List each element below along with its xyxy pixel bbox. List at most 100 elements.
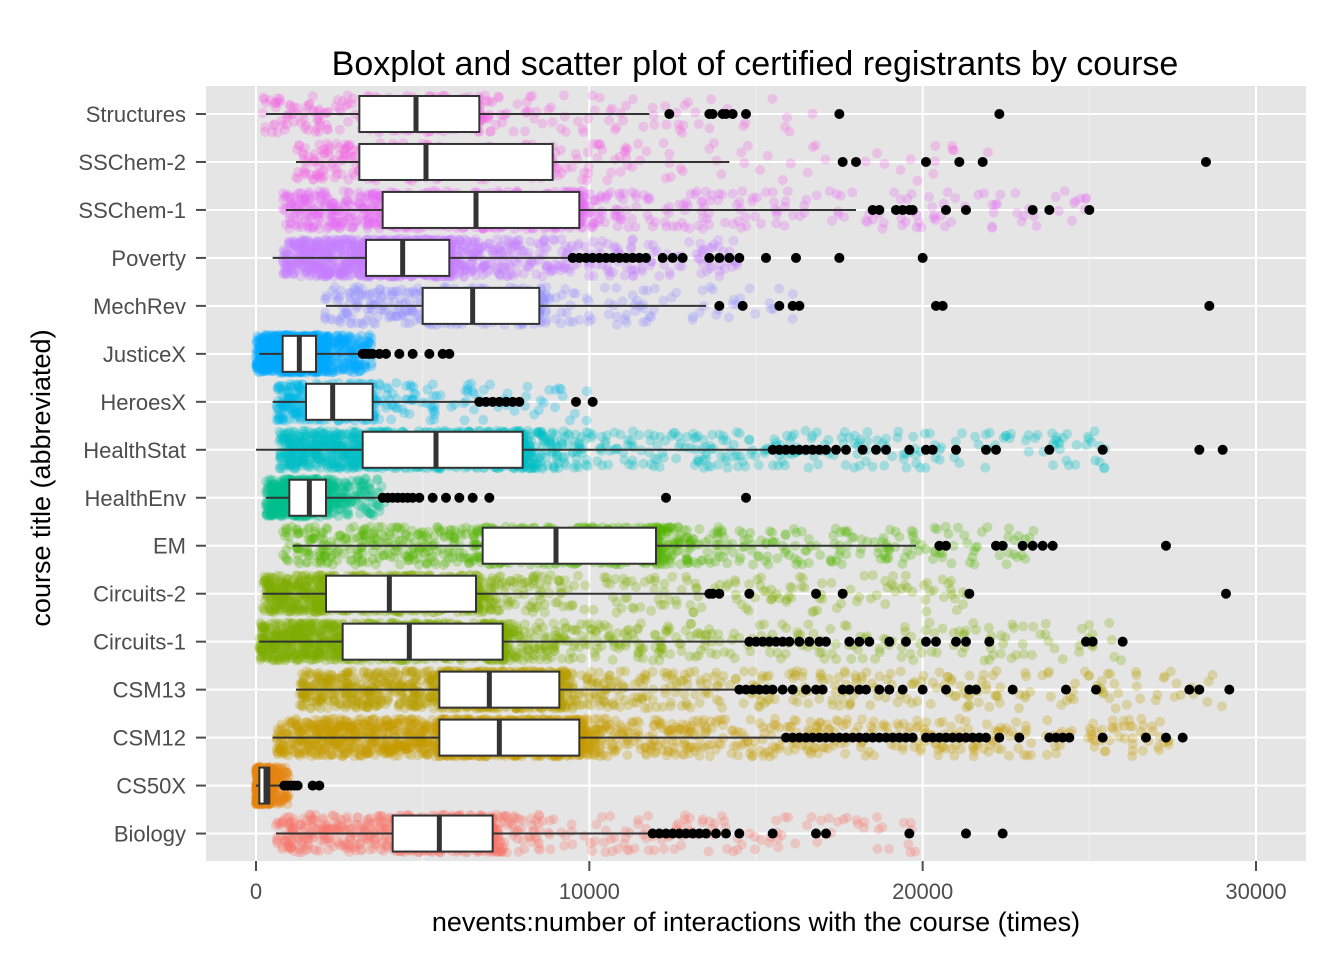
jitter-point <box>525 91 536 102</box>
jitter-point <box>302 219 313 230</box>
jitter-point <box>364 211 374 221</box>
jitter-point <box>578 127 589 138</box>
jitter-point <box>460 261 471 272</box>
jitter-point <box>315 117 326 128</box>
jitter-point <box>1031 221 1042 231</box>
jitter-point <box>649 119 660 130</box>
jitter-point <box>481 96 492 106</box>
jitter-point <box>358 210 369 221</box>
jitter-point <box>373 212 384 223</box>
jitter-point <box>371 187 382 198</box>
jitter-point <box>619 314 630 325</box>
jitter-point <box>771 218 782 229</box>
jitter-point <box>911 222 922 233</box>
jitter-point <box>320 201 331 212</box>
jitter-point <box>342 195 353 206</box>
jitter-point <box>298 149 309 160</box>
jitter-point <box>491 119 501 130</box>
jitter-point <box>687 314 698 325</box>
jitter-point <box>780 196 791 207</box>
jitter-point <box>343 140 354 151</box>
jitter-point <box>878 218 889 228</box>
jitter-point <box>1010 188 1021 199</box>
jitter-point <box>774 283 785 294</box>
jitter-point <box>298 193 309 203</box>
jitter-point <box>583 310 594 321</box>
jitter-point <box>949 145 960 156</box>
jitter-point <box>638 317 649 328</box>
jitter-point <box>810 140 821 151</box>
jitter-point <box>824 186 835 197</box>
jitter-point <box>560 126 571 137</box>
jitter-point <box>705 195 716 206</box>
jitter-point <box>606 167 617 178</box>
jitter-point <box>453 234 464 245</box>
jitter-point <box>281 269 292 280</box>
jitter-point <box>762 150 773 161</box>
jitter-point <box>293 173 303 184</box>
jitter-point <box>714 271 725 282</box>
jitter-point <box>939 221 950 232</box>
jitter-point <box>334 222 345 233</box>
jitter-point <box>785 158 796 169</box>
jitter-point <box>296 188 307 199</box>
jitter-point <box>330 216 341 227</box>
jitter-point <box>322 138 333 149</box>
jitter-point <box>879 159 890 169</box>
jitter-point <box>329 198 340 208</box>
jitter-point <box>350 170 361 181</box>
jitter-point <box>555 145 566 156</box>
jitter-point <box>619 270 630 281</box>
jitter-point <box>363 336 374 347</box>
jitter-point <box>744 283 755 294</box>
jitter-point <box>550 402 560 413</box>
jitter-point <box>946 216 957 227</box>
jitter-point <box>298 203 309 214</box>
jitter-point <box>401 287 412 298</box>
jitter-point <box>704 242 715 253</box>
jitter-point <box>303 221 314 232</box>
jitter-point <box>304 99 315 110</box>
jitter-point <box>348 93 358 104</box>
jitter-point <box>583 161 594 172</box>
jitter-point <box>322 124 333 135</box>
jitter-point <box>678 120 689 131</box>
jitter-point <box>267 127 278 138</box>
jitter-point <box>314 214 325 225</box>
jitter-point <box>350 217 361 228</box>
jitter-point <box>596 190 606 201</box>
jitter-point <box>274 96 285 107</box>
jitter-point <box>342 150 353 161</box>
jitter-point <box>835 190 846 201</box>
jitter-point <box>503 271 513 282</box>
jitter-point <box>614 188 625 199</box>
jitter-point <box>478 414 489 425</box>
jitter-point <box>588 218 599 229</box>
jitter-point <box>312 115 323 126</box>
jitter-point <box>728 219 739 229</box>
jitter-point <box>667 221 678 232</box>
jitter-point <box>319 294 330 305</box>
jitter-point <box>314 172 325 183</box>
jitter-point <box>742 140 753 151</box>
jitter-point <box>345 317 356 328</box>
jitter-point <box>604 115 614 126</box>
jitter-point <box>367 190 378 201</box>
jitter-point <box>748 192 758 203</box>
jitter-point <box>581 386 592 397</box>
jitter-point <box>947 140 958 151</box>
jitter-point <box>747 196 758 207</box>
jitter-point <box>619 145 630 156</box>
jitter-point <box>317 173 328 184</box>
jitter-point <box>906 189 917 199</box>
jitter-point <box>312 113 323 124</box>
jitter-point <box>480 261 491 272</box>
jitter-point <box>512 99 523 110</box>
jitter-point <box>610 241 621 252</box>
jitter-point <box>315 191 325 202</box>
jitter-point <box>862 217 873 228</box>
jitter-point <box>928 213 939 224</box>
jitter-point <box>589 194 600 205</box>
jitter-point <box>319 148 330 159</box>
jitter-point <box>322 223 333 234</box>
